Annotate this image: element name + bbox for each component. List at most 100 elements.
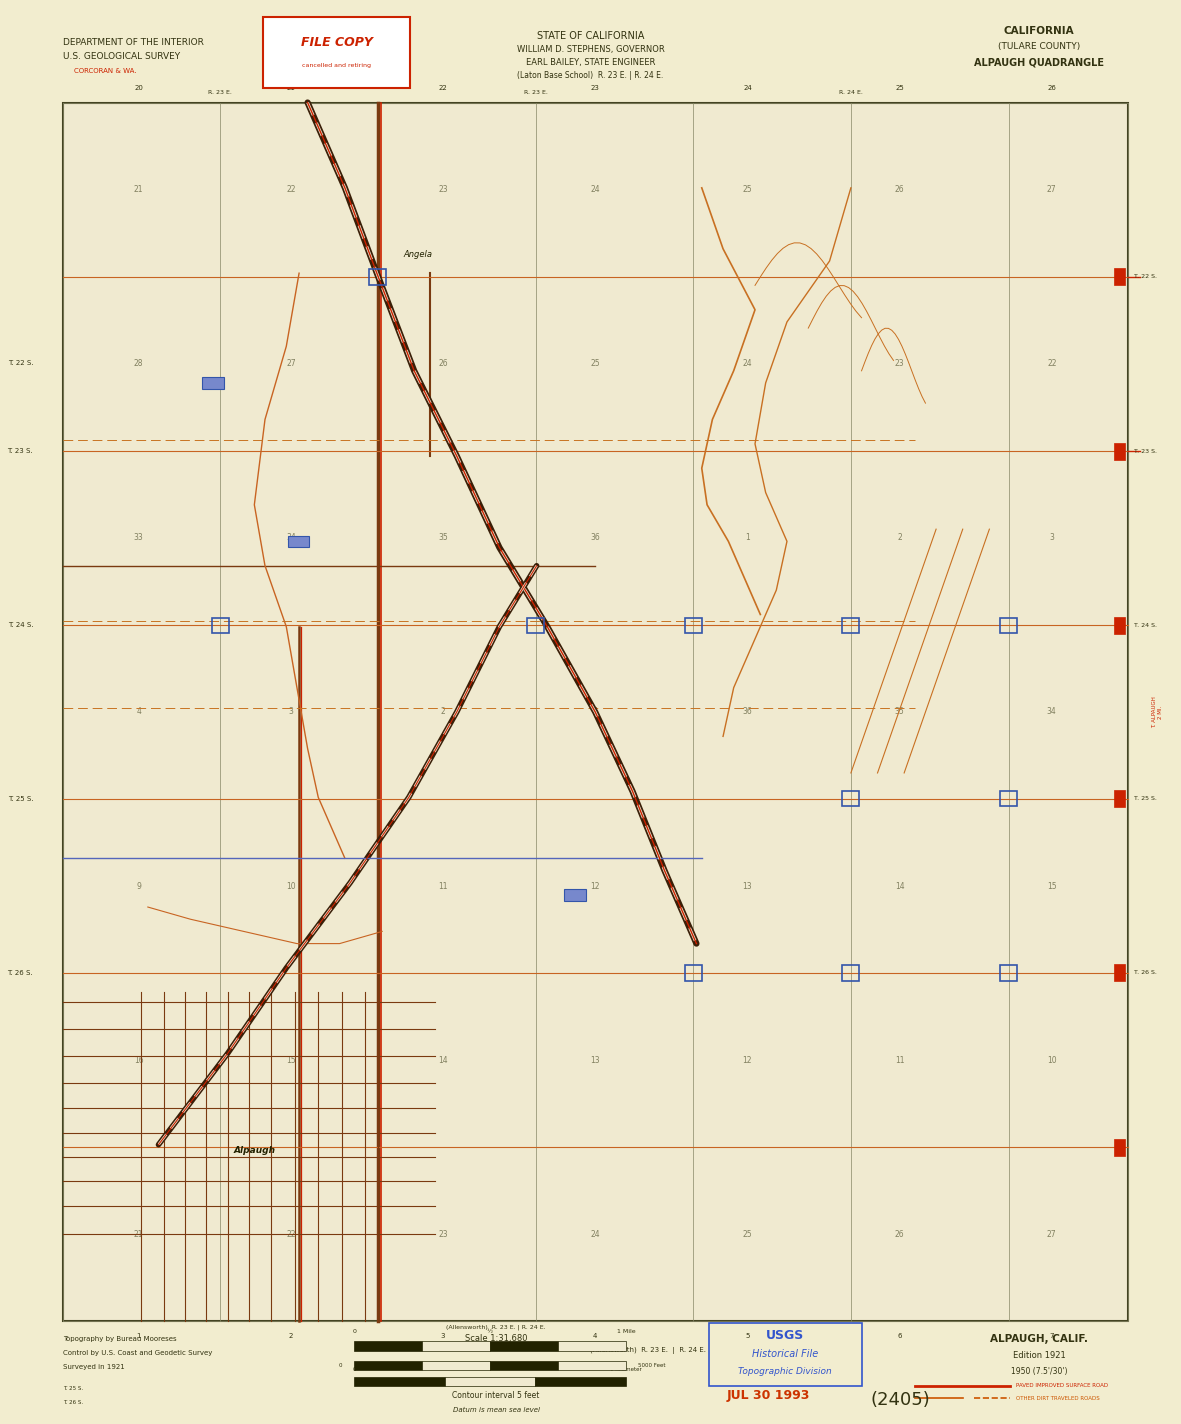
- Text: 23: 23: [438, 1230, 448, 1239]
- Bar: [559, 1361, 626, 1370]
- Bar: [423, 1361, 490, 1370]
- Text: CALIFORNIA: CALIFORNIA: [1004, 26, 1075, 37]
- Text: (2405): (2405): [870, 1391, 929, 1408]
- Text: 20: 20: [135, 85, 143, 91]
- Text: DEPARTMENT OF THE INTERIOR: DEPARTMENT OF THE INTERIOR: [63, 38, 203, 47]
- Text: 7: 7: [1050, 1333, 1053, 1339]
- Bar: [370, 269, 386, 285]
- Text: 3: 3: [441, 1333, 445, 1339]
- Text: 33: 33: [133, 534, 144, 543]
- Text: Contour interval 5 feet: Contour interval 5 feet: [452, 1391, 540, 1400]
- Text: 2: 2: [441, 708, 445, 716]
- Text: 4: 4: [136, 708, 141, 716]
- Text: 0: 0: [352, 1329, 357, 1334]
- Text: 5: 5: [745, 1333, 750, 1339]
- Text: R. 24 E.: R. 24 E.: [839, 90, 863, 95]
- Bar: [842, 618, 860, 634]
- Text: cancelled and retiring: cancelled and retiring: [302, 63, 371, 68]
- Text: (Laton Base School)  R. 23 E. | R. 24 E.: (Laton Base School) R. 23 E. | R. 24 E.: [517, 71, 664, 80]
- Text: (TULARE COUNTY): (TULARE COUNTY): [998, 43, 1081, 51]
- Text: 1 Mile: 1 Mile: [616, 1329, 635, 1334]
- Text: 1950 (7.5'/30'): 1950 (7.5'/30'): [1011, 1367, 1068, 1376]
- Text: 21: 21: [133, 1230, 143, 1239]
- Text: T. 22 S.: T. 22 S.: [1134, 275, 1156, 279]
- Text: 16: 16: [133, 1055, 144, 1065]
- Bar: [445, 1377, 535, 1386]
- Text: Scale 1:31,680: Scale 1:31,680: [465, 1334, 527, 1343]
- Text: Historical File: Historical File: [752, 1349, 818, 1360]
- Text: T. ALPAUGH
2 MI.: T. ALPAUGH 2 MI.: [1151, 696, 1163, 728]
- Text: T. 26 S.: T. 26 S.: [1134, 970, 1156, 975]
- Text: 1: 1: [593, 708, 598, 716]
- Text: U.S. GEOLOGICAL SURVEY: U.S. GEOLOGICAL SURVEY: [63, 53, 180, 61]
- Text: 11: 11: [438, 881, 448, 890]
- Text: 10: 10: [286, 881, 295, 890]
- Bar: [685, 965, 702, 981]
- Text: Topographic Division: Topographic Division: [738, 1367, 833, 1376]
- Text: 4: 4: [593, 1333, 598, 1339]
- Text: ½: ½: [487, 1329, 494, 1334]
- Text: 2: 2: [288, 1333, 293, 1339]
- Text: T. 23 S.: T. 23 S.: [7, 449, 33, 454]
- Text: 22: 22: [286, 1230, 295, 1239]
- Text: Datum is mean sea level: Datum is mean sea level: [452, 1407, 540, 1413]
- Text: 34: 34: [1046, 708, 1057, 716]
- Text: 28: 28: [133, 359, 143, 369]
- Text: Angela: Angela: [404, 251, 432, 259]
- Bar: [685, 618, 702, 634]
- Text: 34: 34: [286, 534, 295, 543]
- Text: 1 Kilometer: 1 Kilometer: [611, 1367, 641, 1373]
- Text: 25: 25: [590, 359, 600, 369]
- Text: WILLIAM D. STEPHENS, GOVERNOR: WILLIAM D. STEPHENS, GOVERNOR: [516, 46, 665, 54]
- Text: 22: 22: [438, 85, 448, 91]
- Bar: [1000, 965, 1017, 981]
- Bar: [842, 965, 860, 981]
- Text: 35: 35: [895, 708, 905, 716]
- Text: Edition 1921: Edition 1921: [1013, 1351, 1065, 1360]
- Bar: [565, 889, 586, 900]
- Bar: [1114, 790, 1125, 807]
- Text: 25: 25: [743, 1230, 752, 1239]
- Text: 25: 25: [895, 85, 903, 91]
- Bar: [1114, 964, 1125, 981]
- Text: 26: 26: [895, 185, 905, 194]
- Text: 24: 24: [590, 185, 600, 194]
- Text: 35: 35: [438, 534, 448, 543]
- Text: 23: 23: [438, 185, 448, 194]
- Bar: [287, 535, 308, 547]
- Text: Surveyed in 1921: Surveyed in 1921: [63, 1364, 124, 1370]
- Text: 2: 2: [898, 534, 902, 543]
- Text: OTHER DIRT TRAVELED ROADS: OTHER DIRT TRAVELED ROADS: [1016, 1396, 1100, 1401]
- Text: (Allensworth)  R. 23 E. | R. 24 E.: (Allensworth) R. 23 E. | R. 24 E.: [446, 1324, 546, 1330]
- Text: (Allensworth)  R. 23 E.  |  R. 24 E.: (Allensworth) R. 23 E. | R. 24 E.: [590, 1347, 706, 1354]
- Text: ALPAUGH QUADRANGLE: ALPAUGH QUADRANGLE: [974, 57, 1104, 68]
- Text: PAVED IMPROVED SURFACE ROAD: PAVED IMPROVED SURFACE ROAD: [1016, 1383, 1108, 1388]
- Bar: [709, 1323, 862, 1386]
- Text: 15: 15: [1046, 881, 1057, 890]
- Text: Control by U.S. Coast and Geodetic Survey: Control by U.S. Coast and Geodetic Surve…: [63, 1350, 211, 1356]
- Bar: [527, 618, 544, 634]
- Bar: [559, 1341, 626, 1351]
- Text: 14: 14: [895, 881, 905, 890]
- Text: T. 25 S.: T. 25 S.: [7, 796, 33, 802]
- Text: 22: 22: [286, 185, 295, 194]
- Text: JUL 30 1993: JUL 30 1993: [726, 1388, 810, 1403]
- Text: 5000 Feet: 5000 Feet: [638, 1363, 665, 1368]
- Bar: [535, 1377, 626, 1386]
- Text: USGS: USGS: [766, 1329, 804, 1343]
- Text: 21: 21: [287, 85, 295, 91]
- Text: 13: 13: [743, 881, 752, 890]
- Bar: [202, 377, 223, 389]
- Text: 27: 27: [1046, 185, 1057, 194]
- Bar: [490, 1341, 559, 1351]
- Bar: [63, 103, 1128, 1321]
- Text: 10: 10: [1046, 1055, 1057, 1065]
- Bar: [490, 1361, 559, 1370]
- Bar: [354, 1377, 445, 1386]
- Text: 1: 1: [745, 534, 750, 543]
- Text: 9: 9: [136, 881, 141, 890]
- Text: R. 23 E.: R. 23 E.: [523, 90, 548, 95]
- Text: T. 24 S.: T. 24 S.: [7, 622, 33, 628]
- Bar: [1114, 617, 1125, 634]
- Text: 3: 3: [1050, 534, 1055, 543]
